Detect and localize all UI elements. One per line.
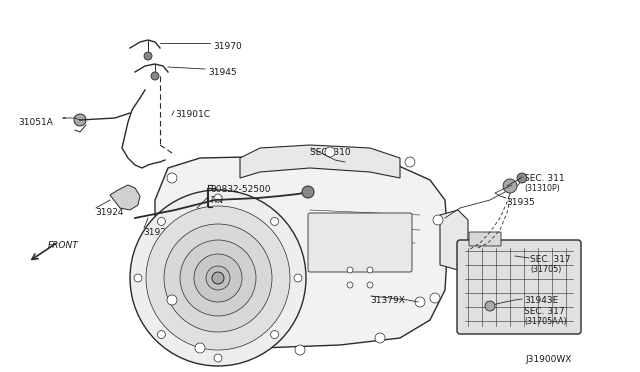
- Text: 31924: 31924: [95, 208, 124, 217]
- Circle shape: [130, 190, 306, 366]
- Circle shape: [294, 274, 302, 282]
- Circle shape: [167, 173, 177, 183]
- Circle shape: [347, 267, 353, 273]
- Text: (31705AA): (31705AA): [524, 317, 566, 326]
- Text: 31935: 31935: [506, 198, 535, 207]
- Circle shape: [206, 266, 230, 290]
- Circle shape: [212, 272, 224, 284]
- Text: 00832-52500: 00832-52500: [210, 185, 271, 194]
- Circle shape: [194, 254, 242, 302]
- Polygon shape: [440, 210, 468, 270]
- Polygon shape: [240, 145, 400, 178]
- FancyBboxPatch shape: [457, 240, 581, 334]
- Circle shape: [517, 173, 527, 183]
- Circle shape: [74, 114, 86, 126]
- Circle shape: [271, 331, 278, 339]
- Text: J31900WX: J31900WX: [525, 355, 572, 364]
- Polygon shape: [110, 185, 140, 210]
- Text: FRONT: FRONT: [48, 241, 79, 250]
- Circle shape: [367, 267, 373, 273]
- Circle shape: [146, 206, 290, 350]
- Text: 31379X: 31379X: [196, 208, 231, 217]
- Circle shape: [157, 217, 165, 225]
- Circle shape: [295, 345, 305, 355]
- Circle shape: [433, 215, 443, 225]
- Circle shape: [415, 297, 425, 307]
- Text: (31705): (31705): [530, 265, 561, 274]
- Text: 31921: 31921: [143, 228, 172, 237]
- Circle shape: [134, 274, 142, 282]
- Circle shape: [180, 240, 256, 316]
- Circle shape: [503, 179, 517, 193]
- Circle shape: [430, 293, 440, 303]
- Text: SEC. 310: SEC. 310: [310, 148, 351, 157]
- Polygon shape: [155, 155, 448, 348]
- Text: SEC. 317: SEC. 317: [530, 255, 571, 264]
- Circle shape: [485, 301, 495, 311]
- Text: PIN: PIN: [210, 196, 223, 205]
- Circle shape: [195, 343, 205, 353]
- Text: SEC. 317: SEC. 317: [524, 307, 564, 316]
- FancyBboxPatch shape: [308, 213, 412, 272]
- Circle shape: [214, 354, 222, 362]
- Text: 31051A: 31051A: [18, 118, 53, 127]
- Circle shape: [367, 282, 373, 288]
- Circle shape: [302, 186, 314, 198]
- Circle shape: [144, 52, 152, 60]
- Text: SEC. 311: SEC. 311: [524, 174, 564, 183]
- Text: 31970: 31970: [213, 42, 242, 51]
- Text: (31310P): (31310P): [524, 184, 560, 193]
- FancyBboxPatch shape: [469, 232, 501, 246]
- Circle shape: [405, 157, 415, 167]
- Circle shape: [347, 282, 353, 288]
- Text: 31901C: 31901C: [175, 110, 210, 119]
- Circle shape: [214, 194, 222, 202]
- Text: 31379X: 31379X: [370, 296, 405, 305]
- Circle shape: [157, 331, 165, 339]
- Circle shape: [271, 217, 278, 225]
- Circle shape: [167, 295, 177, 305]
- Circle shape: [164, 224, 272, 332]
- Circle shape: [151, 72, 159, 80]
- Circle shape: [325, 147, 335, 157]
- Text: 31943E: 31943E: [524, 296, 558, 305]
- Circle shape: [375, 333, 385, 343]
- Text: 31945: 31945: [208, 68, 237, 77]
